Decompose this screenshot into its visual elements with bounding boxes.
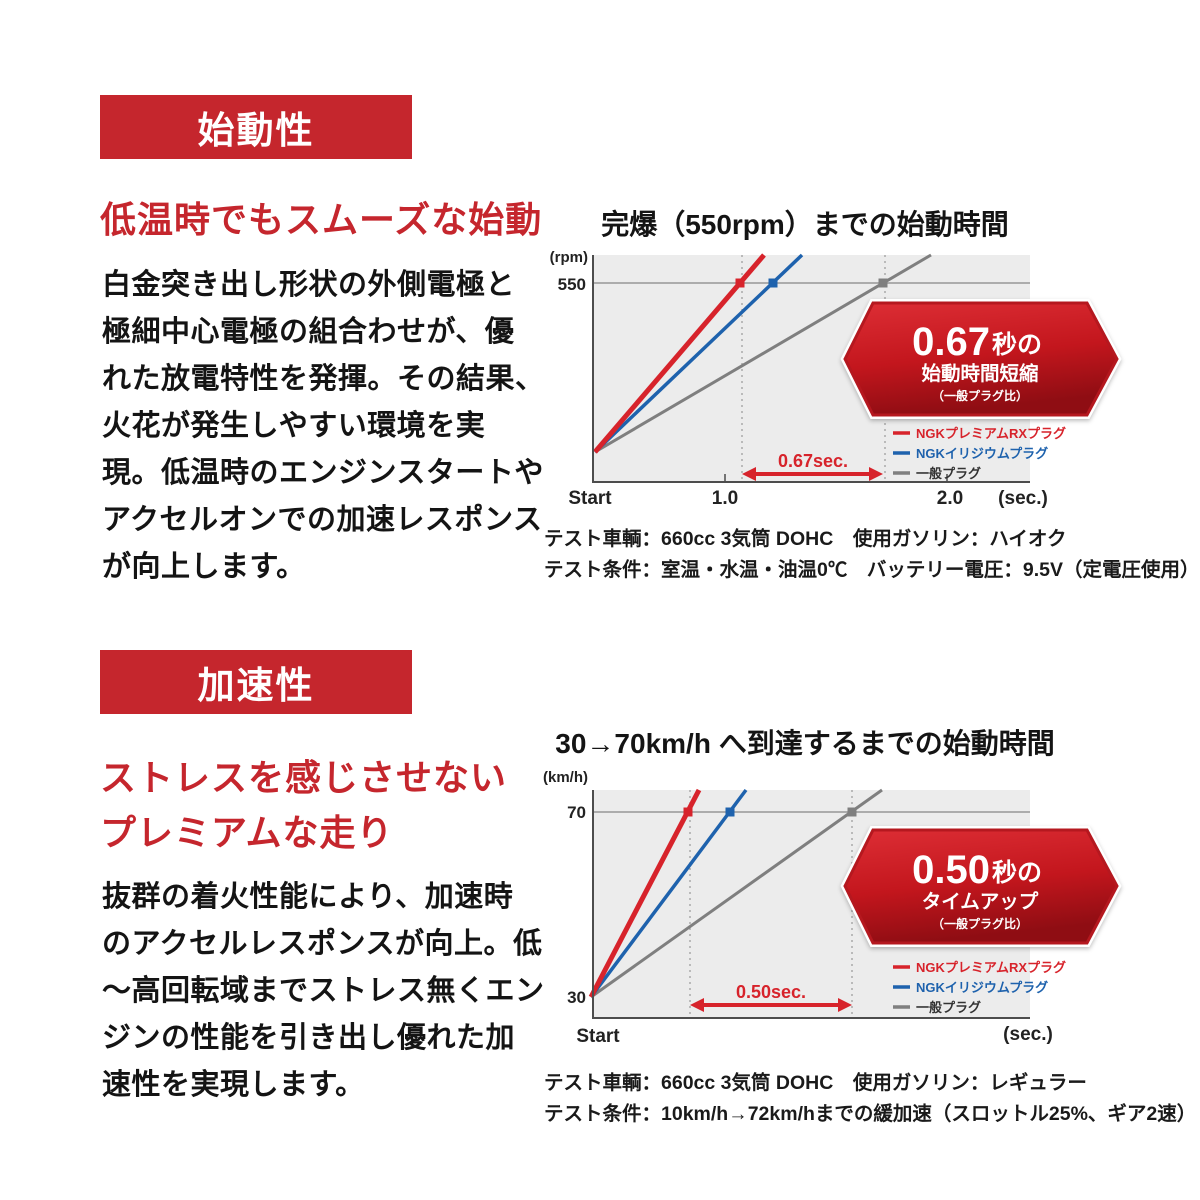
test-conditions-startability: テスト車輌：660cc 3気筒 DOHC 使用ガソリン：ハイオク テスト条件：室… <box>544 528 1200 581</box>
x-tick-2.0: 2.0 <box>937 488 963 509</box>
legend-label-iridium: NGKイリジウムプラグ <box>916 446 1048 461</box>
test-conditions-acceleration: テスト車輌：660cc 3気筒 DOHC 使用ガソリン：レギュラー テスト条件：… <box>544 1072 1197 1125</box>
y-tick-550: 550 <box>558 275 586 294</box>
x-tick-1.0: 1.0 <box>712 488 738 509</box>
axes <box>592 255 1030 483</box>
series-line-standard <box>590 788 883 999</box>
badge-value: 0.67 <box>912 320 990 364</box>
chart2-title: 30→70km/h へ到達するまでの始動時間 <box>555 728 1055 759</box>
badge-shape <box>843 301 1119 417</box>
section-tag-startability: 始動性 <box>100 95 412 159</box>
legend: NGKプレミアムRXプラグ NGKイリジウムプラグ 一般プラグ <box>893 426 1066 481</box>
body-acceleration: 抜群の着火性能により、加速時 のアクセルレスポンスが向上。低 〜高回転域までスト… <box>102 881 545 1101</box>
legend-label-premium-rx: NGKプレミアムRXプラグ <box>916 960 1066 975</box>
delta-arrow: 0.50sec. <box>690 982 852 1012</box>
body-startability: 白金突き出し形状の外側電極と 極細中心電極の組合わせが、優 れた放電特性を発揮。… <box>102 269 545 583</box>
x-start-label: Start <box>568 488 612 509</box>
marker-premium-rx <box>683 807 693 817</box>
badge-unit: 秒の <box>992 331 1042 359</box>
section-tag-label: 始動性 <box>197 110 315 151</box>
series-line-iridium <box>593 253 804 454</box>
marker-premium-rx <box>735 278 745 288</box>
y-tick-70: 70 <box>567 803 586 822</box>
badge-shape <box>843 828 1119 945</box>
x-axis-unit: (sec.) <box>1003 1024 1053 1045</box>
legend-label-standard: 一般プラグ <box>916 1000 981 1015</box>
y-axis-unit: (km/h) <box>543 769 588 786</box>
headline-acceleration: ストレスを感じさせない プレミアムな走り <box>100 757 508 853</box>
axes <box>592 790 1030 1019</box>
legend: NGKプレミアムRXプラグ NGKイリジウムプラグ 一般プラグ <box>893 960 1066 1015</box>
badge-time-reduction: 0.67 秒の 始動時間短縮 （一般プラグ比） <box>840 299 1122 419</box>
delta-arrow: 0.67sec. <box>742 451 883 481</box>
legend-label-iridium: NGKイリジウムプラグ <box>916 980 1048 995</box>
chart-acceleration-time: (km/h) 70 30 Start (sec.) 0.50sec. 0.50 … <box>543 769 1122 1047</box>
badge-comparison-note: （一般プラグ比） <box>932 916 1028 931</box>
marker-standard <box>847 807 857 817</box>
legend-label-standard: 一般プラグ <box>916 466 981 481</box>
badge-comparison-note: （一般プラグ比） <box>932 388 1028 403</box>
arrow-label: 0.50sec. <box>736 982 806 1002</box>
section-tag-acceleration: 加速性 <box>100 650 412 714</box>
series-line-iridium <box>589 788 748 999</box>
arrow-head-left <box>690 998 704 1012</box>
arrow-head-left <box>742 467 756 481</box>
arrow-label: 0.67sec. <box>778 451 848 471</box>
y-tick-30: 30 <box>567 988 586 1007</box>
x-start-label: Start <box>576 1026 620 1047</box>
badge-time-up: 0.50 秒の タイムアップ （一般プラグ比） <box>840 826 1122 947</box>
badge-unit: 秒の <box>992 859 1042 887</box>
headline-startability: 低温時でもスムーズな始動 <box>100 199 543 240</box>
x-axis-unit: (sec.) <box>998 488 1048 509</box>
series-line-premium-rx <box>588 788 702 999</box>
badge-caption: タイムアップ <box>922 890 1039 913</box>
arrow-head-right <box>838 998 852 1012</box>
marker-iridium <box>768 278 778 288</box>
chart1-title: 完爆（550rpm）までの始動時間 <box>601 209 1009 240</box>
series-line-premium-rx <box>593 253 766 454</box>
marker-iridium <box>725 807 735 817</box>
arrow-head-right <box>869 467 883 481</box>
section-tag-label: 加速性 <box>197 665 315 706</box>
chart-startup-time: (rpm) 550 Start 1.0 2.0 (sec.) 0.67sec. … <box>550 249 1122 509</box>
y-axis-unit: (rpm) <box>550 249 588 266</box>
legend-label-premium-rx: NGKプレミアムRXプラグ <box>916 426 1066 441</box>
badge-caption: 始動時間短縮 <box>921 362 1038 385</box>
badge-value: 0.50 <box>912 848 990 892</box>
marker-standard <box>878 278 888 288</box>
series-line-standard <box>594 253 932 454</box>
